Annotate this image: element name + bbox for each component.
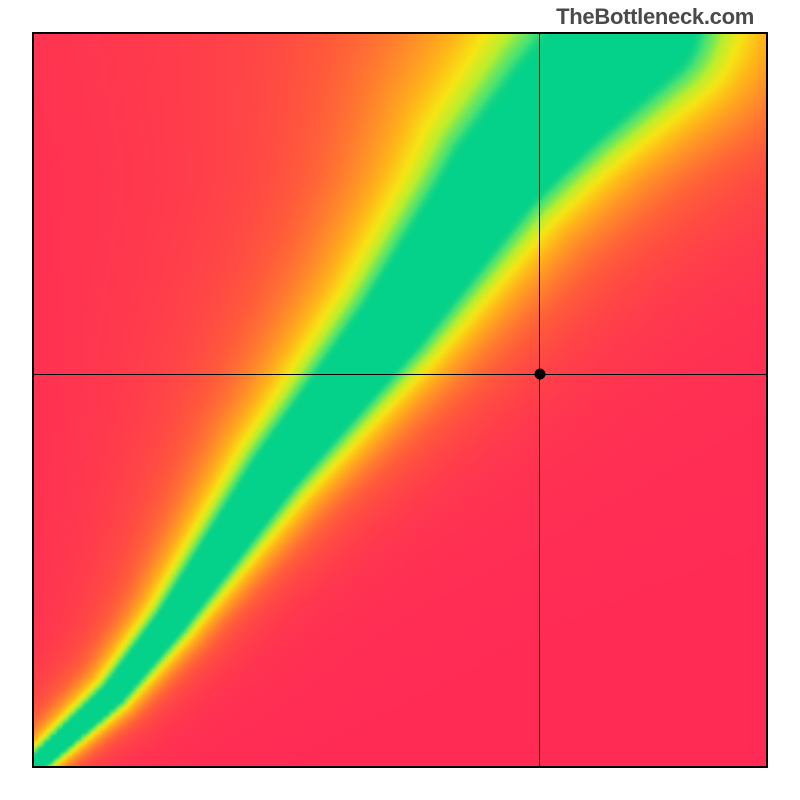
selection-marker: [534, 369, 545, 380]
crosshair-horizontal: [32, 374, 768, 375]
bottleneck-heatmap: [32, 32, 768, 768]
chart-frame: [32, 32, 768, 768]
crosshair-vertical: [539, 32, 540, 768]
chart-container: TheBottleneck.com: [0, 0, 800, 800]
attribution-text: TheBottleneck.com: [556, 4, 754, 30]
